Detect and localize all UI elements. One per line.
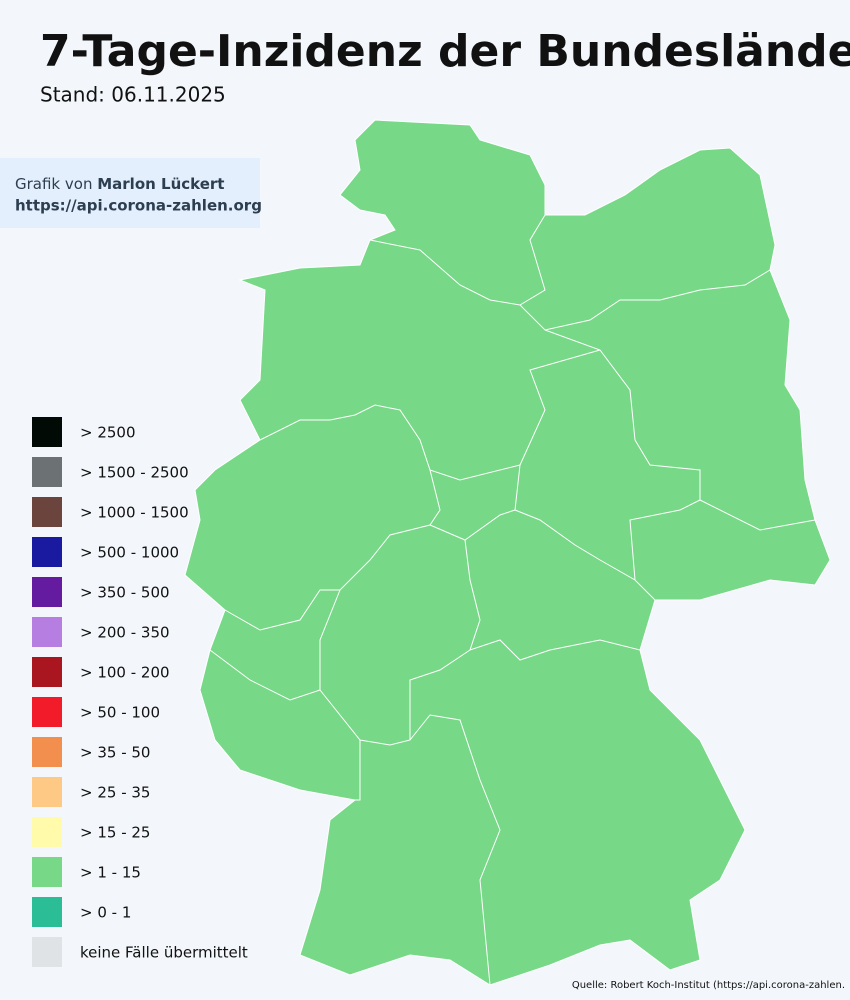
legend-swatch xyxy=(32,617,62,647)
legend-swatch xyxy=(32,577,62,607)
credit-line: Grafik von Marlon Lückert xyxy=(15,175,224,193)
legend-swatch xyxy=(32,657,62,687)
legend-label: > 1500 - 2500 xyxy=(80,464,189,482)
legend-swatch xyxy=(32,697,62,727)
legend-swatch xyxy=(32,897,62,927)
legend-swatch xyxy=(32,817,62,847)
legend-swatch xyxy=(32,457,62,487)
credit-prefix: Grafik von xyxy=(15,175,92,193)
legend-label: > 25 - 35 xyxy=(80,784,150,802)
legend-label: > 35 - 50 xyxy=(80,744,150,762)
legend-swatch xyxy=(32,737,62,767)
legend-swatch xyxy=(32,497,62,527)
legend-label: > 500 - 1000 xyxy=(80,544,179,562)
legend: > 2500 > 1500 - 2500 > 1000 - 1500 > 500 - … xyxy=(32,417,248,967)
country-shape xyxy=(184,119,831,986)
legend-label: > 0 - 1 xyxy=(80,904,131,922)
legend-label: > 350 - 500 xyxy=(80,584,170,602)
title: 7-Tage-Inzidenz der Bundesländer xyxy=(40,26,850,77)
legend-swatch xyxy=(32,857,62,887)
subtitle: Stand: 06.11.2025 xyxy=(40,83,226,107)
germany-map xyxy=(184,119,831,986)
legend-label: > 2500 xyxy=(80,424,136,442)
legend-label: keine Fälle übermittelt xyxy=(80,944,248,962)
legend-label: > 100 - 200 xyxy=(80,664,170,682)
legend-label: > 15 - 25 xyxy=(80,824,150,842)
credit-author: Marlon Lückert xyxy=(97,175,224,193)
legend-label: > 1000 - 1500 xyxy=(80,504,189,522)
credit-url: https://api.corona-zahlen.org xyxy=(15,197,262,215)
legend-swatch xyxy=(32,417,62,447)
state-borders xyxy=(209,214,816,986)
legend-swatch xyxy=(32,537,62,567)
legend-swatch xyxy=(32,777,62,807)
legend-label: > 200 - 350 xyxy=(80,624,170,642)
legend-label: > 50 - 100 xyxy=(80,704,160,722)
credit-box xyxy=(0,158,260,228)
legend-swatch xyxy=(32,937,62,967)
source: Quelle: Robert Koch-Institut (https://ap… xyxy=(572,980,845,991)
legend-label: > 1 - 15 xyxy=(80,864,141,882)
